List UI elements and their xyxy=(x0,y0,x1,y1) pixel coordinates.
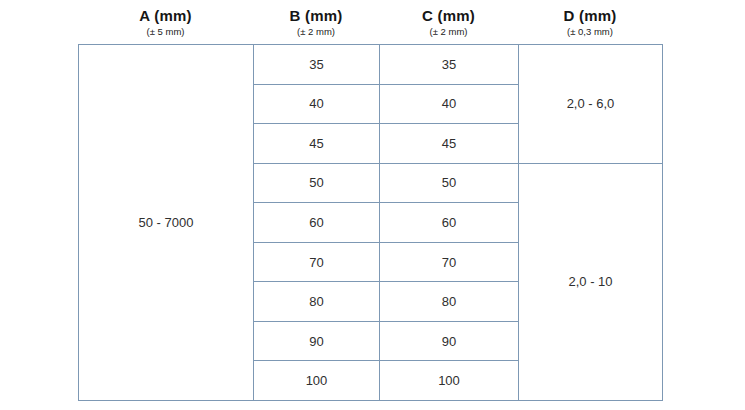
spec-table: 50 - 7000 35 35 2,0 - 6,0 40 40 45 45 50… xyxy=(78,44,663,401)
cell-d-range-1: 2,0 - 6,0 xyxy=(519,45,663,164)
cell-b-value: 60 xyxy=(254,203,380,243)
column-b-tolerance: (± 2 mm) xyxy=(253,26,379,38)
cell-b-value: 40 xyxy=(254,84,380,124)
column-d-label: D (mm) xyxy=(518,7,662,24)
cell-c-value: 35 xyxy=(380,45,519,85)
cell-b-value: 100 xyxy=(254,361,380,401)
cell-a-range: 50 - 7000 xyxy=(79,45,254,401)
column-a-tolerance: (± 5 mm) xyxy=(78,26,253,38)
cell-b-value: 80 xyxy=(254,282,380,322)
cell-b-value: 35 xyxy=(254,45,380,85)
cell-c-value: 70 xyxy=(380,242,519,282)
column-header-c: C (mm) (± 2 mm) xyxy=(379,7,518,38)
column-a-label: A (mm) xyxy=(78,7,253,24)
cell-b-value: 90 xyxy=(254,321,380,361)
column-b-label: B (mm) xyxy=(253,7,379,24)
cell-b-value: 70 xyxy=(254,242,380,282)
column-headers: A (mm) (± 5 mm) B (mm) (± 2 mm) C (mm) (… xyxy=(78,7,662,38)
cell-c-value: 80 xyxy=(380,282,519,322)
column-c-tolerance: (± 2 mm) xyxy=(379,26,518,38)
spec-sheet: A (mm) (± 5 mm) B (mm) (± 2 mm) C (mm) (… xyxy=(0,0,745,410)
column-c-label: C (mm) xyxy=(379,7,518,24)
cell-c-value: 45 xyxy=(380,124,519,164)
cell-c-value: 90 xyxy=(380,321,519,361)
cell-b-value: 50 xyxy=(254,163,380,203)
cell-c-value: 100 xyxy=(380,361,519,401)
cell-d-range-2: 2,0 - 10 xyxy=(519,163,663,400)
column-header-a: A (mm) (± 5 mm) xyxy=(78,7,253,38)
cell-c-value: 50 xyxy=(380,163,519,203)
column-d-tolerance: (± 0,3 mm) xyxy=(518,26,662,38)
cell-b-value: 45 xyxy=(254,124,380,164)
column-header-b: B (mm) (± 2 mm) xyxy=(253,7,379,38)
cell-c-value: 60 xyxy=(380,203,519,243)
table-row: 50 - 7000 35 35 2,0 - 6,0 xyxy=(79,45,663,85)
cell-c-value: 40 xyxy=(380,84,519,124)
column-header-d: D (mm) (± 0,3 mm) xyxy=(518,7,662,38)
